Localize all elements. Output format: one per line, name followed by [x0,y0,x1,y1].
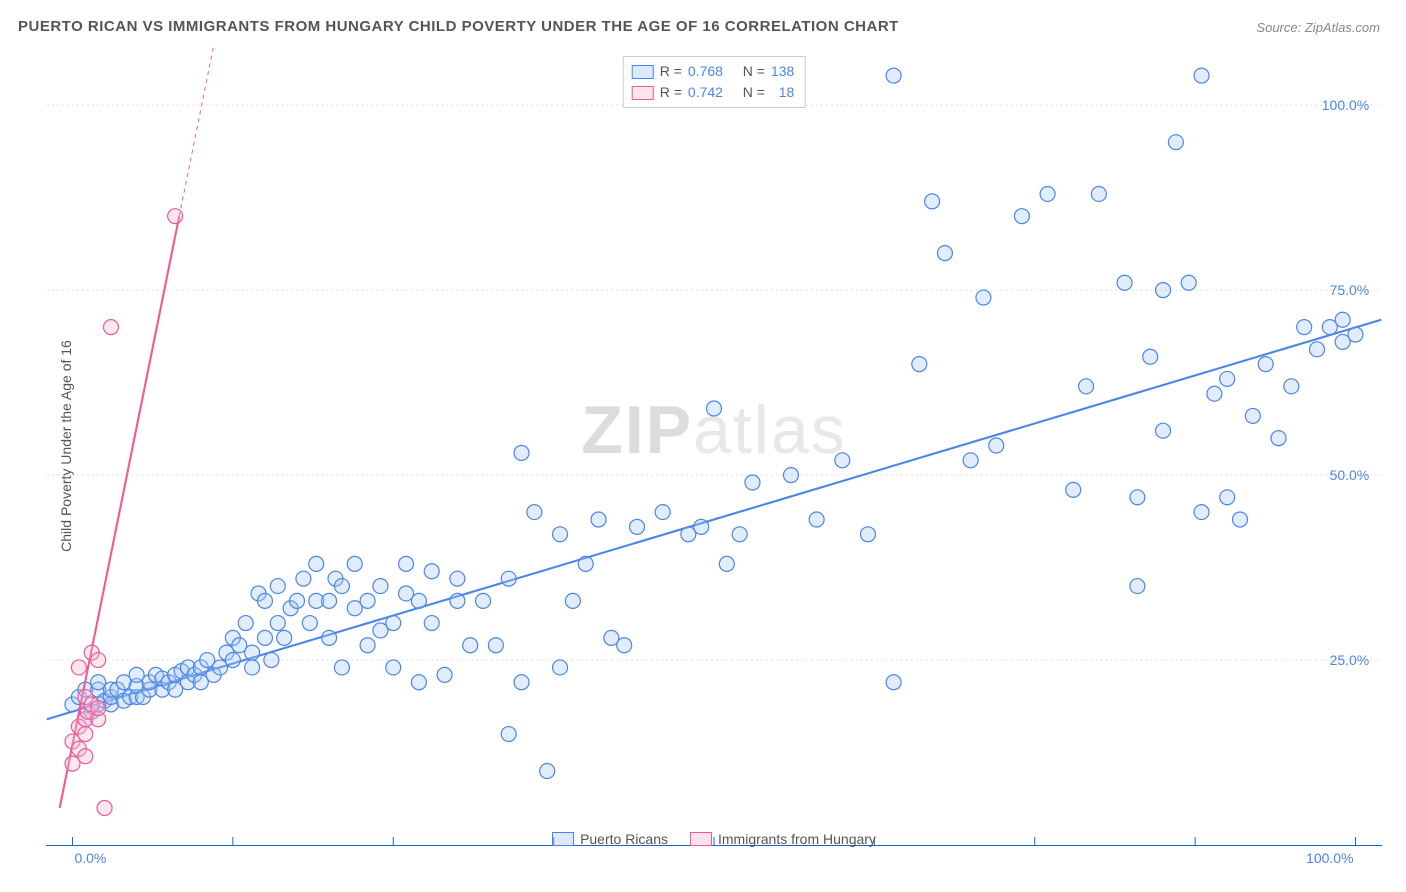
r-value: 0.742 [688,82,723,103]
stats-legend-row: R = 0.768 N = 138 [632,61,795,82]
chart-container: PUERTO RICAN VS IMMIGRANTS FROM HUNGARY … [0,0,1406,892]
legend-swatch [632,86,654,100]
r-label: R = [660,61,682,82]
n-label: N = [743,61,765,82]
n-value: 18 [771,82,794,103]
svg-text:75.0%: 75.0% [1330,282,1370,298]
svg-text:0.0%: 0.0% [74,850,106,866]
stats-legend-row: R = 0.742 N = 18 [632,82,795,103]
svg-text:50.0%: 50.0% [1330,467,1370,483]
chart-title: PUERTO RICAN VS IMMIGRANTS FROM HUNGARY … [18,18,899,35]
n-label: N = [743,82,765,103]
n-value: 138 [771,61,794,82]
stats-legend: R = 0.768 N = 138 R = 0.742 N = 18 [623,56,806,108]
r-value: 0.768 [688,61,723,82]
scatter-chart-svg: 25.0%50.0%75.0%100.0%0.0%100.0% [46,46,1382,845]
r-label: R = [660,82,682,103]
svg-text:100.0%: 100.0% [1306,850,1353,866]
source-credit: Source: ZipAtlas.com [1256,20,1380,35]
svg-text:100.0%: 100.0% [1322,97,1369,113]
svg-text:25.0%: 25.0% [1330,652,1370,668]
source-link[interactable]: ZipAtlas.com [1305,20,1380,35]
source-label: Source: [1256,20,1301,35]
plot-area: Child Poverty Under the Age of 16 ZIPatl… [46,46,1382,846]
legend-swatch [632,65,654,79]
